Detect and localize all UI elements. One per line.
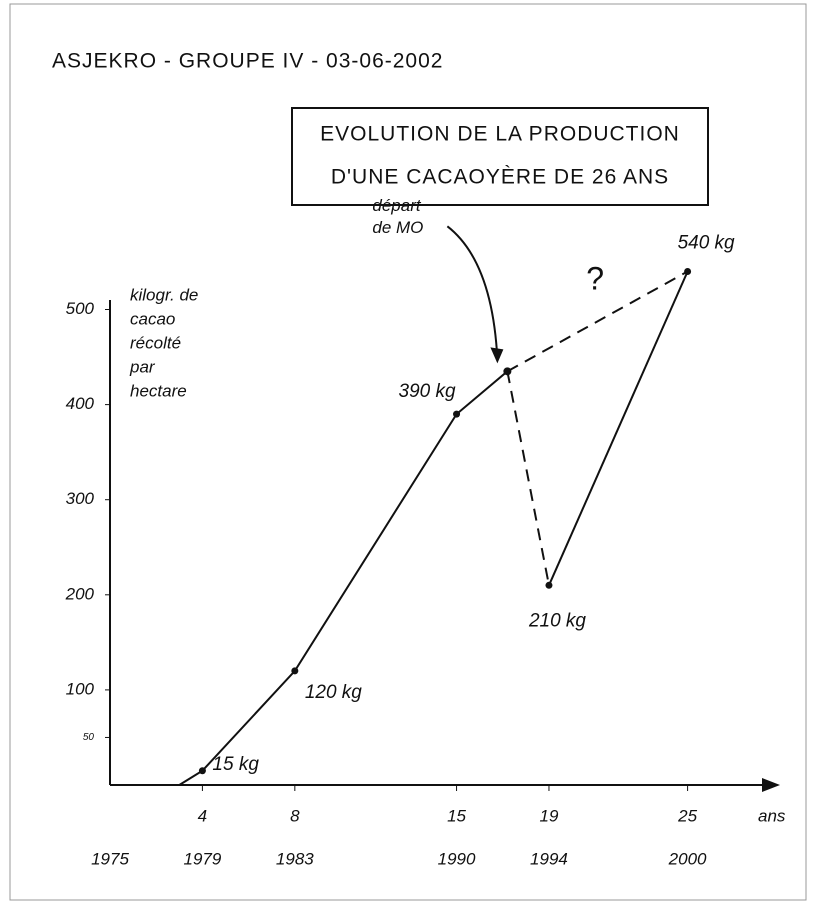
x-tick-label: 4	[198, 806, 207, 825]
y-tick-label: 400	[66, 394, 95, 413]
data-label: 15 kg	[212, 754, 259, 775]
data-point	[453, 410, 461, 418]
data-point	[291, 667, 299, 675]
annotation: départ	[372, 196, 421, 215]
x-axis-arrow	[762, 778, 780, 792]
y-tick-label: 50	[83, 732, 95, 743]
data-label: 390 kg	[399, 381, 456, 402]
year-label: 1979	[183, 849, 221, 868]
annotation-arrowhead	[490, 347, 504, 364]
x-axis-label: ans	[758, 806, 786, 825]
data-label: 540 kg	[678, 232, 735, 253]
y-tick-label: 500	[66, 299, 95, 318]
data-point	[545, 581, 553, 589]
x-tick-label: 8	[290, 806, 300, 825]
y-axis-label: cacao	[130, 309, 175, 328]
series-line	[548, 271, 689, 586]
y-tick-label: 200	[65, 584, 95, 603]
x-tick-label: 19	[540, 806, 559, 825]
annotation-point	[503, 367, 512, 376]
x-tick-label: 15	[447, 806, 466, 825]
x-tick-label: 25	[677, 806, 697, 825]
y-axis-label: kilogr. de	[130, 285, 198, 304]
series-line	[178, 370, 509, 786]
chart-title: D'UNE CACAOYÈRE DE 26 ANS	[331, 166, 669, 189]
data-point	[684, 267, 692, 275]
header: ASJEKRO - GROUPE IV - 03-06-2002	[52, 50, 443, 73]
frame	[9, 3, 807, 901]
series-line	[506, 371, 550, 586]
chart-title: EVOLUTION DE LA PRODUCTION	[320, 123, 680, 146]
year-label: 1983	[276, 849, 314, 868]
annotation: de MO	[372, 218, 423, 237]
y-axis-label: récolté	[130, 333, 181, 352]
series-line	[506, 270, 689, 373]
year-label: 1990	[438, 849, 476, 868]
year-label: 1994	[530, 849, 568, 868]
y-tick-label: 300	[66, 489, 95, 508]
y-tick-label: 100	[66, 679, 95, 698]
title-box	[291, 107, 709, 206]
annotation-arrow	[446, 225, 499, 360]
data-label: 120 kg	[305, 682, 362, 703]
year-label: 1975	[91, 849, 129, 868]
y-axis-label: hectare	[130, 381, 187, 400]
year-label: 2000	[668, 849, 707, 868]
data-label: 210 kg	[528, 610, 586, 631]
annotation: ?	[586, 260, 604, 296]
data-point	[198, 767, 206, 775]
y-axis-label: par	[129, 357, 156, 376]
